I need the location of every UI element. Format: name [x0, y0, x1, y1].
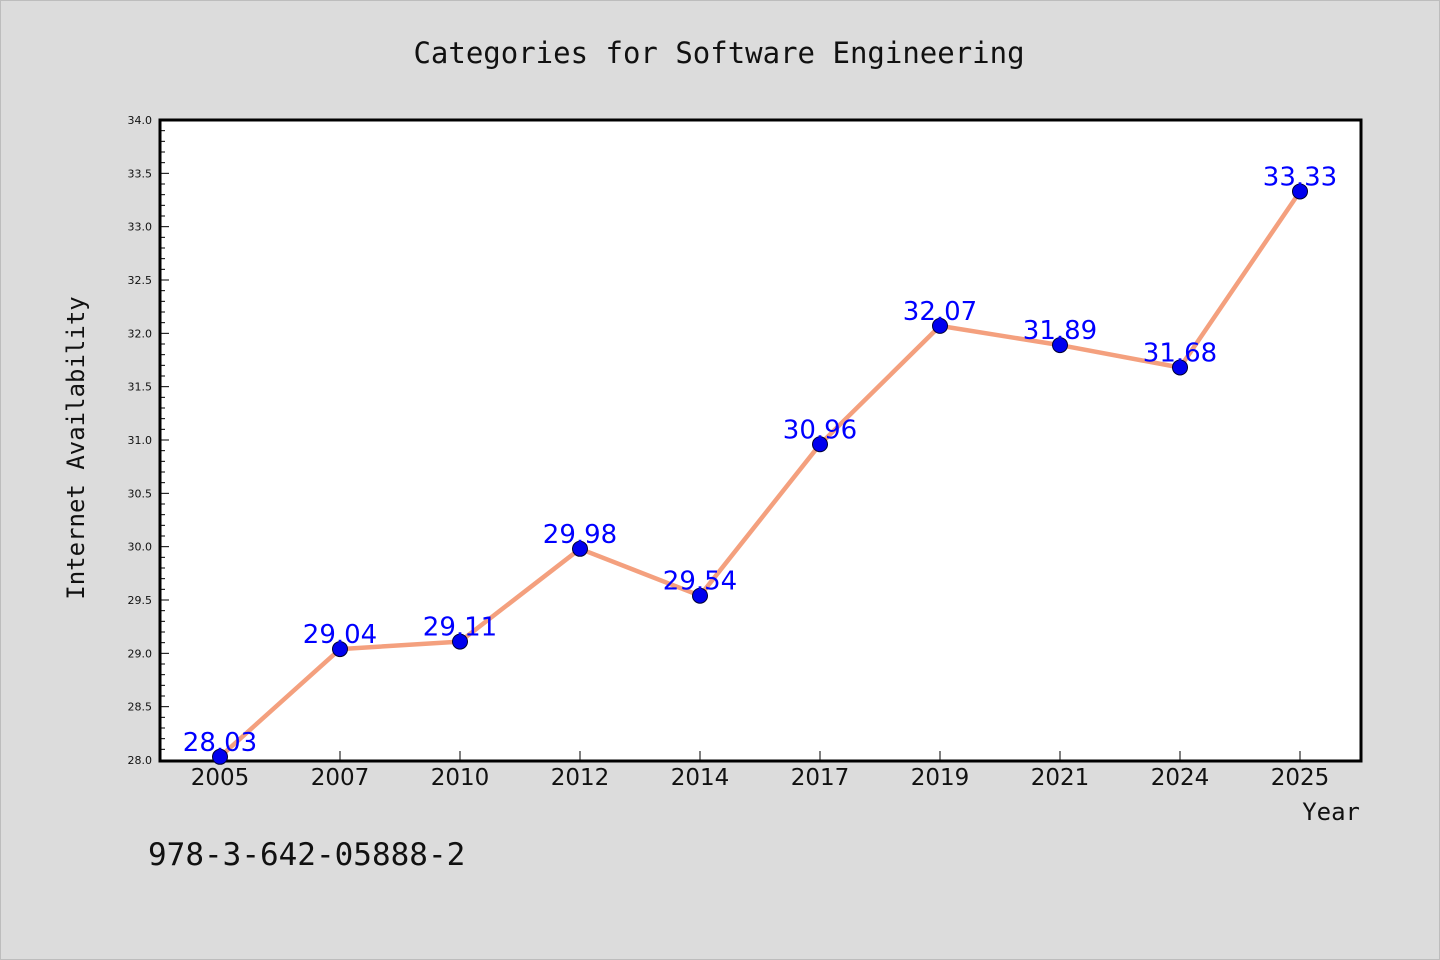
data-label: 29.04 [303, 620, 377, 650]
x-tick-label: 2010 [431, 765, 490, 791]
x-tick-label: 2025 [1271, 765, 1330, 791]
data-point [572, 540, 588, 557]
data-point [212, 748, 228, 765]
data-point [1172, 359, 1188, 376]
y-tick-label: 30.0 [128, 541, 153, 554]
data-label: 31.89 [1023, 316, 1097, 346]
data-point [1052, 337, 1068, 354]
chart-title: Categories for Software Engineering [413, 36, 1024, 70]
x-tick-label: 2017 [791, 765, 850, 791]
data-label: 29.98 [543, 520, 617, 550]
data-label: 33.33 [1263, 162, 1337, 192]
y-axis: 28.0 28.5 29.0 29.5 30.0 30.5 31.0 31.5 32.0 32.5… [128, 114, 169, 767]
data-point [332, 641, 348, 658]
x-tick-label: 2019 [911, 765, 970, 791]
footer-code: 978-3-642-05888-2 [148, 837, 465, 873]
y-tick-label: 31.5 [128, 381, 153, 394]
data-point [812, 436, 828, 453]
data-label: 29.11 [423, 613, 497, 643]
data-point [452, 633, 468, 650]
x-tick-label: 2012 [551, 765, 610, 791]
x-tick-label: 2021 [1031, 765, 1090, 791]
y-tick-label: 31.0 [128, 434, 153, 447]
y-tick-label: 34.0 [128, 114, 153, 127]
x-axis-label: Year [1302, 798, 1360, 826]
data-point [932, 317, 948, 334]
plot-area [158, 118, 1363, 763]
y-axis-label: Internet Availability [62, 296, 90, 599]
x-tick-label: 2007 [311, 765, 370, 791]
series-line [217, 189, 1303, 760]
y-tick-label: 29.5 [128, 594, 153, 607]
data-label: 29.54 [663, 567, 737, 597]
data-point [692, 587, 708, 604]
y-tick-label: 30.5 [128, 487, 153, 500]
x-axis: 2005 2007 2010 2012 2014 2017 2019 2021 2024 2025 [191, 751, 1330, 791]
y-tick-label: 33.5 [128, 167, 153, 180]
data-point [1292, 183, 1308, 200]
y-tick-label: 28.0 [128, 754, 153, 767]
data-label: 31.68 [1143, 338, 1217, 368]
y-tick-label: 28.5 [128, 701, 153, 714]
y-tick-label: 32.5 [128, 274, 153, 287]
x-tick-label: 2024 [1151, 765, 1210, 791]
data-label: 30.96 [783, 415, 857, 445]
data-label: 32.07 [903, 297, 977, 327]
x-tick-label: 2005 [191, 765, 250, 791]
data-label: 28.03 [183, 728, 257, 758]
y-tick-label: 29.0 [128, 647, 153, 660]
series-group: 28.03 29.04 29.11 29.98 29.54 30.96 32.07 31.89… [183, 162, 1337, 765]
x-tick-label: 2014 [671, 765, 730, 791]
y-tick-label: 33.0 [128, 221, 153, 234]
y-tick-label: 32.0 [128, 327, 153, 340]
